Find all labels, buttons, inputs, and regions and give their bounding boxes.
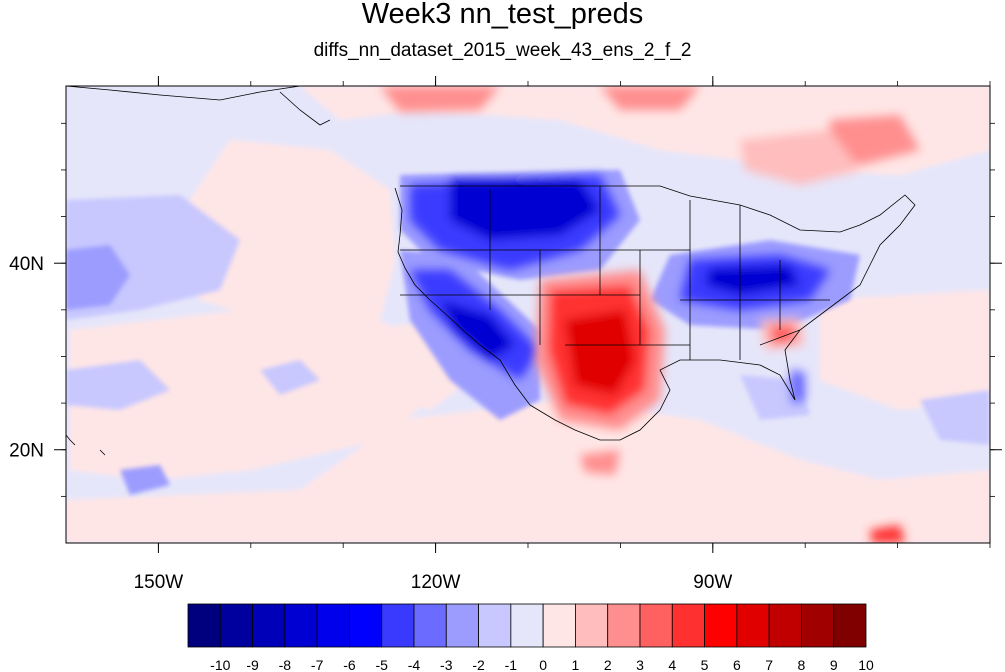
colorbar-label: 6 <box>733 657 741 672</box>
colorbar-swatch <box>316 603 350 648</box>
plot-title: Week3 nn_test_preds <box>361 0 644 30</box>
colorbar-label: -9 <box>246 657 259 672</box>
colorbar-label: -3 <box>440 657 453 672</box>
colorbar-label: 4 <box>668 657 676 672</box>
anomaly-field-strong-blue <box>410 175 830 405</box>
colorbar-swatch <box>381 603 415 648</box>
lat-tick-label: 20N <box>9 441 44 462</box>
colorbar-swatch <box>252 603 286 648</box>
colorbar-swatch <box>736 603 770 648</box>
colorbar-label: 7 <box>765 657 773 672</box>
colorbar-label: 8 <box>798 657 806 672</box>
colorbar-label: -6 <box>343 657 356 672</box>
colorbar-label: -2 <box>472 657 485 672</box>
colorbar-label: 3 <box>636 657 644 672</box>
anomaly-field-light-pink <box>66 86 990 543</box>
colorbar-swatch <box>671 603 705 648</box>
colorbar-label: -4 <box>408 657 421 672</box>
colorbar-swatch <box>187 603 221 648</box>
colorbar-swatch <box>478 603 512 648</box>
colorbar-swatch <box>768 603 802 648</box>
colorbar-label: -10 <box>210 657 230 672</box>
plot-subtitle: diffs_nn_dataset_2015_week_43_ens_2_f_2 <box>313 40 692 61</box>
colorbar-swatch <box>607 603 641 648</box>
colorbar-label: 9 <box>830 657 838 672</box>
colorbar-swatch <box>542 603 576 648</box>
lon-tick-label: 90W <box>693 572 732 593</box>
colorbar-label: -1 <box>505 657 518 672</box>
anomaly-field-warm <box>380 86 920 543</box>
colorbar-label: 0 <box>539 657 547 672</box>
colorbar-swatch <box>284 603 318 648</box>
colorbar-swatch <box>219 603 253 648</box>
colorbar-swatch <box>833 603 867 648</box>
colorbar-label: -7 <box>311 657 324 672</box>
lon-tick-label: 150W <box>134 572 184 593</box>
colorbar-swatch <box>349 603 383 648</box>
colorbar-swatch <box>639 603 673 648</box>
colorbar-label: 1 <box>572 657 580 672</box>
colorbar-label: -5 <box>375 657 388 672</box>
lon-tick-label: 120W <box>411 572 461 593</box>
lat-tick-label: 40N <box>9 254 44 275</box>
colorbar: -10 -9 -8 -7 -6 -5 -4 -3 -2 -1 0 1 2 3 4 5 6 7 8 9 10 <box>187 603 874 672</box>
colorbar-swatch <box>445 603 479 648</box>
coastline-and-borders <box>66 86 916 456</box>
colorbar-swatch <box>510 603 544 648</box>
map-panel <box>66 86 990 543</box>
colorbar-swatch <box>575 603 609 648</box>
colorbar-label: -8 <box>279 657 292 672</box>
colorbar-swatch <box>704 603 738 648</box>
colorbar-label: 2 <box>604 657 612 672</box>
colorbar-label: 10 <box>858 657 874 672</box>
colorbar-swatch <box>413 603 447 648</box>
colorbar-swatch <box>801 603 835 648</box>
colorbar-label: 5 <box>701 657 709 672</box>
axis-ticks: 150W 120W 90W 40N 20N <box>9 76 1002 593</box>
